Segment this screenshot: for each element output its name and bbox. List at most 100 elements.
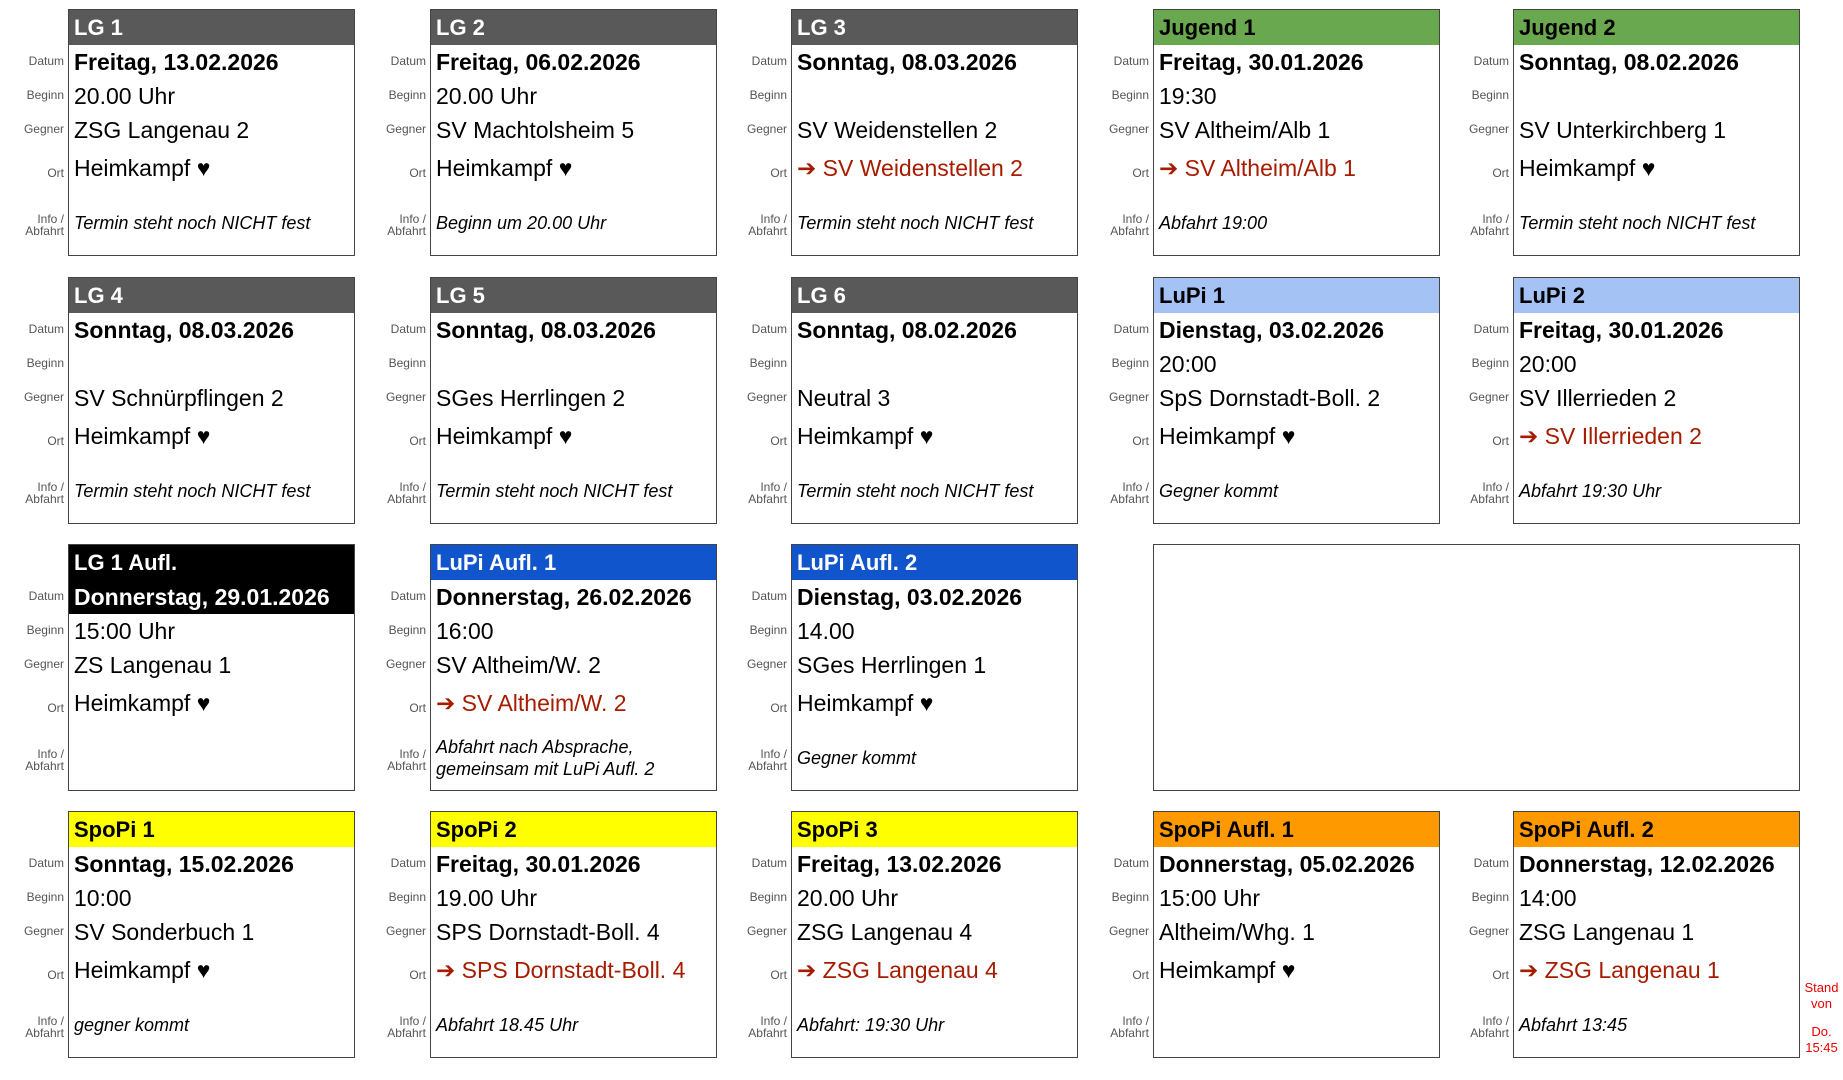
field-label: Datum xyxy=(1113,54,1149,68)
match-info: Abfahrt 13:45 xyxy=(1519,1015,1628,1035)
field-label: Gegner xyxy=(746,924,787,938)
field-label: Datum xyxy=(1113,856,1149,870)
field-label: Info / Abfahrt xyxy=(748,1014,787,1040)
field-label: Datum xyxy=(1473,856,1509,870)
match-date: Freitag, 30.01.2026 xyxy=(1519,317,1724,343)
match-location: ➔ SV Illerrieden 2 xyxy=(1519,423,1702,449)
field-label: Ort xyxy=(47,434,64,448)
match-date: Freitag, 30.01.2026 xyxy=(436,851,641,877)
team-title: LuPi Aufl. 2 xyxy=(792,545,1077,580)
match-begin: 10:00 xyxy=(74,885,132,911)
field-label: Info / Abfahrt xyxy=(25,212,64,238)
field-label: Ort xyxy=(770,434,787,448)
match-opponent: Altheim/Whg. 1 xyxy=(1159,919,1315,945)
field-label: Ort xyxy=(770,166,787,180)
match-begin: 20.00 Uhr xyxy=(74,83,176,109)
field-label: Ort xyxy=(409,166,426,180)
field-label: Beginn xyxy=(1471,356,1509,370)
team-card: SpoPi 2 Freitag, 30.01.2026 19.00 Uhr SPS D… xyxy=(430,811,717,1058)
match-opponent: ZSG Langenau 1 xyxy=(1519,919,1695,945)
field-label: Beginn xyxy=(1471,88,1509,102)
team-card: SpoPi 3 Freitag, 13.02.2026 20.00 Uhr ZSG L… xyxy=(791,811,1078,1058)
field-label: Ort xyxy=(47,166,64,180)
field-label: Ort xyxy=(409,701,426,715)
team-card: LG 2 Freitag, 06.02.2026 20.00 Uhr SV Macht… xyxy=(430,9,717,256)
field-label: Ort xyxy=(1492,968,1509,982)
match-begin: 20:00 xyxy=(1159,351,1217,377)
match-date: Dienstag, 03.02.2026 xyxy=(797,584,1023,610)
match-date: Freitag, 13.02.2026 xyxy=(74,49,279,75)
match-begin: 20:00 xyxy=(1519,351,1577,377)
field-label: Beginn xyxy=(749,623,787,637)
match-location: ➔ SV Altheim/Alb 1 xyxy=(1159,155,1356,181)
match-opponent: SV Weidenstellen 2 xyxy=(797,117,998,143)
team-card: SpoPi Aufl. 1 Donnerstag, 05.02.2026 15:00… xyxy=(1153,811,1440,1058)
match-location: Heimkampf ♥ xyxy=(74,957,211,983)
match-date: Dienstag, 03.02.2026 xyxy=(1159,317,1385,343)
match-info: Termin steht noch NICHT fest xyxy=(74,481,311,501)
match-opponent: ZSG Langenau 4 xyxy=(797,919,973,945)
team-card: LG 6 Sonntag, 08.02.2026 Neutral 3 Heimkamp… xyxy=(791,277,1078,524)
match-location: Heimkampf ♥ xyxy=(1159,957,1296,983)
match-date: Sonntag, 08.02.2026 xyxy=(1519,49,1739,75)
match-info: Abfahrt 19:30 Uhr xyxy=(1519,481,1662,501)
field-label: Ort xyxy=(409,968,426,982)
field-label: Info / Abfahrt xyxy=(1470,1014,1509,1040)
match-date: Freitag, 30.01.2026 xyxy=(1159,49,1364,75)
match-info: Termin steht noch NICHT fest xyxy=(797,213,1034,233)
stand-label: Stand von xyxy=(1804,980,1839,1011)
match-begin: 14.00 xyxy=(797,618,855,644)
field-label: Beginn xyxy=(26,356,64,370)
match-date: Sonntag, 08.02.2026 xyxy=(797,317,1017,343)
field-label: Info / Abfahrt xyxy=(1110,212,1149,238)
team-card: SpoPi 1 Sonntag, 15.02.2026 10:00 SV Sonder… xyxy=(68,811,355,1058)
match-date: Sonntag, 08.03.2026 xyxy=(797,49,1017,75)
team-title: LG 5 xyxy=(431,278,716,313)
team-title: SpoPi 3 xyxy=(792,812,1077,847)
match-location: ➔ ZSG Langenau 1 xyxy=(1519,957,1720,983)
team-title: SpoPi Aufl. 1 xyxy=(1154,812,1439,847)
field-label: Ort xyxy=(409,434,426,448)
match-date: Freitag, 06.02.2026 xyxy=(436,49,641,75)
field-label: Gegner xyxy=(23,390,64,404)
match-location: ➔ SV Weidenstellen 2 xyxy=(797,155,1023,181)
empty-box xyxy=(1153,544,1800,791)
field-label: Ort xyxy=(1132,968,1149,982)
field-label: Beginn xyxy=(26,623,64,637)
match-begin: 20.00 Uhr xyxy=(436,83,538,109)
match-info: Abfahrt: 19:30 Uhr xyxy=(797,1015,945,1035)
field-label: Beginn xyxy=(26,88,64,102)
team-card: LG 1 Freitag, 13.02.2026 20.00 Uhr ZSG Lang… xyxy=(68,9,355,256)
field-label: Info / Abfahrt xyxy=(387,747,426,773)
field-label: Info / Abfahrt xyxy=(387,212,426,238)
team-title: LuPi Aufl. 1 xyxy=(431,545,716,580)
team-card: LG 3 Sonntag, 08.03.2026 SV Weidenstellen … xyxy=(791,9,1078,256)
match-info: Termin steht noch NICHT fest xyxy=(797,481,1034,501)
match-opponent: SV Illerrieden 2 xyxy=(1519,385,1677,411)
match-opponent: SV Sonderbuch 1 xyxy=(74,919,255,945)
field-label: Datum xyxy=(751,589,787,603)
field-label: Beginn xyxy=(388,890,426,904)
match-info: Gegner kommt xyxy=(797,748,917,768)
match-location: ➔ SPS Dornstadt-Boll. 4 xyxy=(436,957,686,983)
field-label: Gegner xyxy=(1468,924,1509,938)
field-label: Gegner xyxy=(746,657,787,671)
match-date: Sonntag, 08.03.2026 xyxy=(436,317,656,343)
field-label: Beginn xyxy=(1471,890,1509,904)
match-opponent: SPS Dornstadt-Boll. 4 xyxy=(436,919,660,945)
field-label: Gegner xyxy=(385,924,426,938)
team-card: LG 5 Sonntag, 08.03.2026 SGes Herrlingen 2… xyxy=(430,277,717,524)
team-card: LuPi 2 Freitag, 30.01.2026 20:00 SV Illerri… xyxy=(1513,277,1800,524)
team-title: LG 1 xyxy=(69,10,354,45)
team-card: Jugend 1 Freitag, 30.01.2026 19:30 SV Althe… xyxy=(1153,9,1440,256)
field-label: Beginn xyxy=(749,356,787,370)
match-date: Donnerstag, 12.02.2026 xyxy=(1519,851,1775,877)
match-opponent: SV Machtolsheim 5 xyxy=(436,117,635,143)
field-label: Gegner xyxy=(1108,924,1149,938)
team-title: SpoPi Aufl. 2 xyxy=(1514,812,1799,847)
team-card: LuPi 1 Dienstag, 03.02.2026 20:00 SpS Dorns… xyxy=(1153,277,1440,524)
team-title: LG 2 xyxy=(431,10,716,45)
field-label: Ort xyxy=(1132,434,1149,448)
team-card: Jugend 2 Sonntag, 08.02.2026 SV Unterkirch… xyxy=(1513,9,1800,256)
field-label: Info / Abfahrt xyxy=(25,480,64,506)
